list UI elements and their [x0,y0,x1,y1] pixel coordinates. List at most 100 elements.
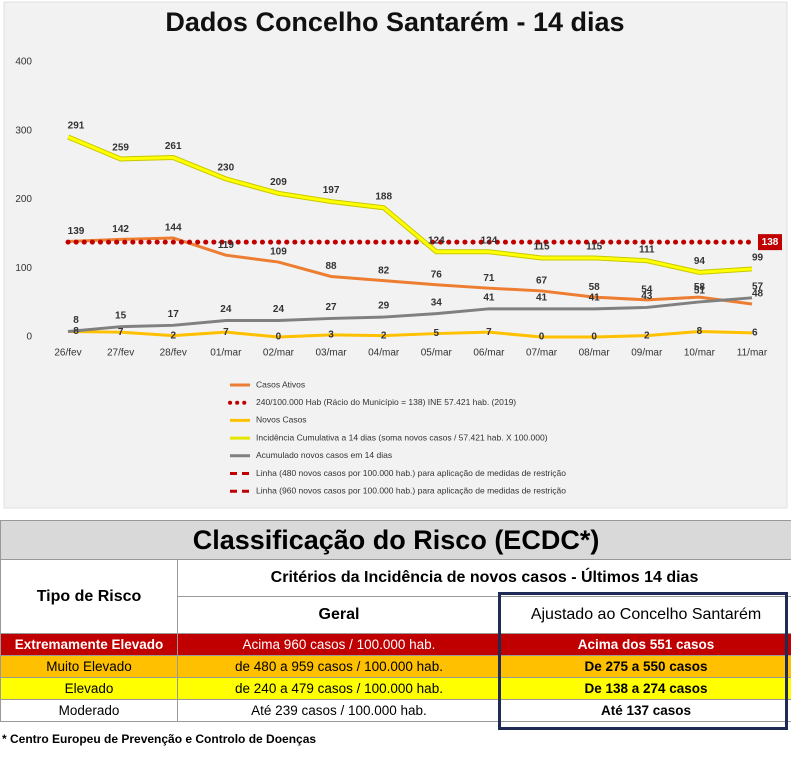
header-general: Geral [177,596,501,634]
adjusted-criteria: Acima dos 551 casos [499,633,791,656]
header-criteria: Critérios da Incidência de novos casos -… [176,559,791,597]
risk-type: Moderado [0,699,178,722]
data-label: 27 [326,302,338,313]
series-line [67,296,753,333]
risk-type: Elevado [0,677,178,700]
data-label: 188 [375,191,392,202]
data-label: 3 [328,330,334,341]
data-label: 142 [112,224,129,235]
data-label: 58 [589,282,601,293]
y-tick-label: 0 [26,332,32,343]
x-tick-label: 28/fev [160,348,187,359]
x-tick-label: 09/mar [631,348,663,359]
data-label: 67 [536,276,548,287]
adjusted-criteria: De 138 a 274 casos [499,677,791,700]
data-label: 109 [270,247,287,258]
table-title: Classificação do Risco (ECDC*) [0,520,791,560]
data-label: 88 [326,261,338,272]
data-label: 76 [431,269,443,280]
general-criteria: de 480 a 959 casos / 100.000 hab. [177,655,501,678]
data-label: 124 [481,235,498,246]
data-label: 48 [752,289,764,300]
y-tick-label: 300 [15,125,32,136]
data-label: 124 [428,235,445,246]
plot-area [65,134,755,339]
data-label: 51 [694,286,706,297]
data-label: 139 [68,226,85,237]
data-label: 144 [165,223,182,234]
data-label-box [758,234,782,251]
risk-table: Classificação do Risco (ECDC*) Tipo de R… [0,520,791,722]
legend-label: Incidência Cumulativa a 14 dias (soma no… [256,432,548,442]
data-label: 7 [118,327,124,338]
legend-label: Acumulado novos casos em 14 dias [256,450,392,460]
data-label: 209 [270,177,287,188]
y-tick-label: 400 [15,57,32,68]
data-label: 261 [165,141,182,152]
x-tick-label: 08/mar [579,348,611,359]
data-label: 57 [752,281,764,292]
data-label: 0 [591,332,597,343]
y-tick-label: 100 [15,263,32,274]
chart: Dados Concelho Santarém - 14 dias 010020… [3,1,788,509]
data-label: 41 [536,292,548,303]
data-label: 24 [273,304,285,315]
data-label: 71 [483,273,495,284]
legend-label: Casos Ativos [256,379,305,389]
data-label: 115 [533,242,550,253]
data-label: 111 [639,244,655,255]
legend-label: Linha (480 novos casos por 100.000 hab.)… [256,468,566,478]
legend-label: 240/100.000 Hab (Rácio do Município = 13… [256,397,516,407]
x-tick-label: 05/mar [421,348,453,359]
x-tick-label: 10/mar [684,348,716,359]
header-adjusted: Ajustado ao Concelho Santarém [499,596,791,634]
header-type: Tipo de Risco [0,559,178,634]
table-row: Muito Elevado de 480 a 959 casos / 100.00… [0,655,791,678]
data-label: 2 [381,330,387,341]
chart-title: Dados Concelho Santarém - 14 dias [165,7,624,37]
data-label: 115 [586,242,603,253]
data-label: 43 [641,291,653,302]
data-label: 94 [694,256,706,267]
data-label: 24 [220,304,232,315]
legend-label: Linha (960 novos casos por 100.000 hab.)… [256,485,566,495]
x-tick-label: 02/mar [263,348,295,359]
data-label: 17 [168,309,180,320]
x-tick-label: 07/mar [526,348,558,359]
x-tick-label: 01/mar [210,348,242,359]
table-row: Elevado de 240 a 479 casos / 100.000 hab.… [0,677,791,700]
y-tick-label: 200 [15,194,32,205]
data-label: 7 [486,327,492,338]
data-label: 0 [539,332,545,343]
general-criteria: Acima 960 casos / 100.000 hab. [177,633,501,656]
data-label: 8 [697,326,703,337]
data-label: 259 [112,143,129,154]
data-label: 41 [483,292,495,303]
legend-label: Novos Casos [256,415,307,425]
data-label: 119 [218,240,235,251]
data-label: 197 [323,185,340,196]
data-label: 5 [434,328,440,339]
table-row: Moderado Até 239 casos / 100.000 hab. Até … [0,699,791,722]
x-tick-label: 03/mar [316,348,348,359]
data-label: 0 [276,332,282,343]
x-tick-label: 11/mar [737,348,768,359]
x-tick-label: 27/fev [107,348,134,359]
data-label: 230 [218,163,235,174]
data-label: 82 [378,265,390,276]
adjusted-criteria: De 275 a 550 casos [499,655,791,678]
table-row: Extremamente Elevado Acima 960 casos / 10… [0,633,791,656]
data-label: 34 [431,297,443,308]
x-tick-label: 04/mar [368,348,400,359]
data-label: 138 [762,237,779,248]
x-tick-label: 06/mar [473,348,505,359]
series-line [67,329,753,339]
data-label: 8 [73,326,79,337]
adjusted-criteria: Até 137 casos [499,699,791,722]
general-criteria: Até 239 casos / 100.000 hab. [177,699,501,722]
risk-type: Muito Elevado [0,655,178,678]
data-label: 7 [223,327,229,338]
data-label: 41 [589,292,601,303]
data-label: 2 [644,330,650,341]
